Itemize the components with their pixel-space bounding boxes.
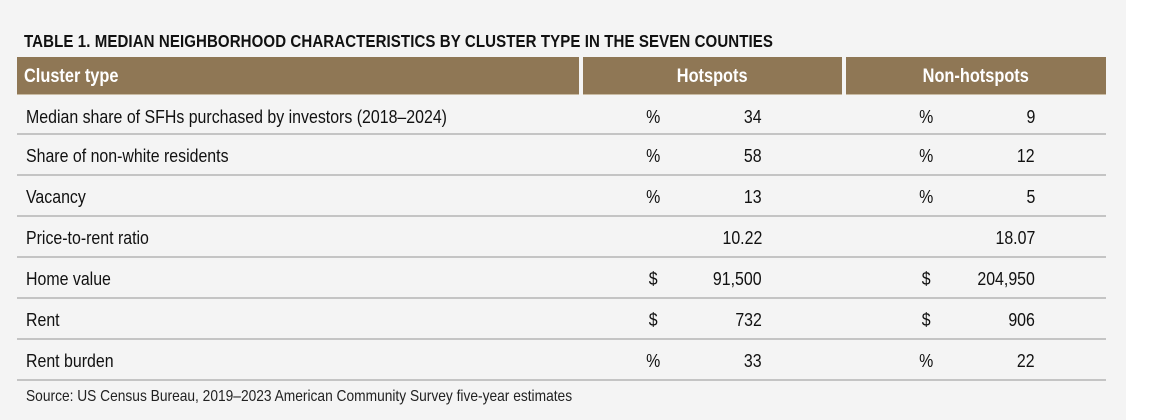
column-header-hotspots: Hotspots [583,57,842,95]
non-hotspots-unit: $ [921,268,931,289]
non-hotspots-unit: % [918,350,934,371]
non-hotspots-value: 12 [1017,145,1035,166]
row-label: Rent burden [26,350,114,371]
row-label: Median share of SFHs purchased by invest… [26,106,447,127]
table-header-row: Cluster type Hotspots Non-hotspots [17,57,1106,96]
hotspots-value: 91,500 [713,268,762,289]
row-label: Rent [26,309,60,330]
hotspots-unit: % [645,350,661,371]
table-row: Share of non-white residents % 58 % 12 [17,135,1106,176]
hotspots-unit: $ [648,309,658,330]
hotspots-value: 732 [735,309,762,330]
column-header-label: Non-hotspots [922,66,1030,87]
non-hotspots-unit: $ [921,309,931,330]
non-hotspots-value: 204,950 [977,268,1035,289]
hotspots-unit: $ [648,268,658,289]
hotspots-value: 33 [744,350,762,371]
hotspots-unit: % [645,106,661,127]
table-row: Rent $ 732 $ 906 [17,299,1106,340]
column-header-label: Cluster type [24,66,119,87]
non-hotspots-unit: % [918,186,934,207]
column-header-cluster-type: Cluster type [17,57,579,95]
hotspots-value: 34 [744,106,762,127]
hotspots-unit [643,217,663,256]
table-title: TABLE 1. MEDIAN NEIGHBORHOOD CHARACTERIS… [24,31,774,51]
row-label: Vacancy [26,186,86,207]
table-row: Vacancy % 13 % 5 [17,176,1106,217]
table-row: Price-to-rent ratio 10.22 18.07 [17,217,1106,258]
hotspots-value: 58 [744,145,762,166]
table-panel: TABLE 1. MEDIAN NEIGHBORHOOD CHARACTERIS… [0,0,1126,420]
non-hotspots-value: 18.07 [995,227,1035,248]
non-hotspots-value: 5 [1026,186,1035,207]
column-header-non-hotspots: Non-hotspots [846,57,1106,95]
table-body: Median share of SFHs purchased by invest… [17,96,1106,381]
row-label: Price-to-rent ratio [26,227,149,248]
non-hotspots-unit: % [918,106,934,127]
table-row: Home value $ 91,500 $ 204,950 [17,258,1106,299]
non-hotspots-value: 22 [1017,350,1035,371]
non-hotspots-value: 906 [1008,309,1035,330]
non-hotspots-unit [916,217,936,256]
non-hotspots-value: 9 [1026,106,1035,127]
hotspots-value: 13 [744,186,762,207]
hotspots-unit: % [645,145,661,166]
table-row: Rent burden % 33 % 22 [17,340,1106,381]
hotspots-value: 10.22 [722,227,762,248]
source-note: Source: US Census Bureau, 2019–2023 Amer… [26,388,573,405]
non-hotspots-unit: % [918,145,934,166]
row-label: Share of non-white residents [26,145,229,166]
row-label: Home value [26,268,111,289]
hotspots-unit: % [645,186,661,207]
table-row: Median share of SFHs purchased by invest… [17,96,1106,135]
column-header-label: Hotspots [677,66,748,87]
